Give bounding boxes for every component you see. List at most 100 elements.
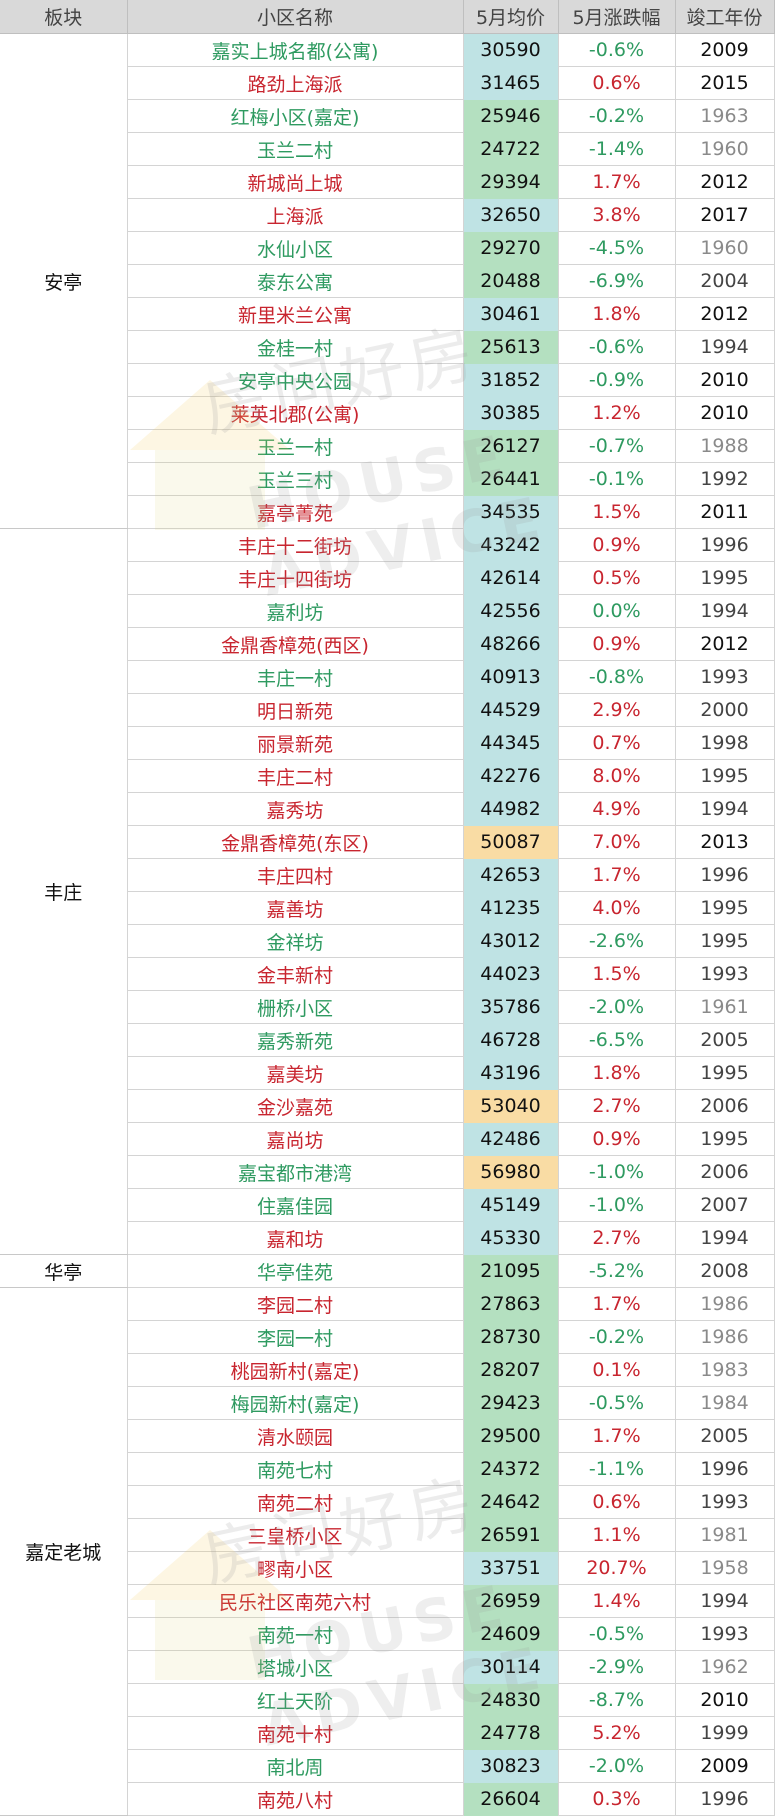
price-change: -2.0%: [558, 990, 676, 1024]
community-name: 嘉秀新苑: [127, 1023, 464, 1057]
completion-year: 2006: [675, 1089, 775, 1123]
completion-year: 1995: [675, 924, 775, 958]
watermark-house-icon: [130, 1530, 290, 1600]
completion-year: 2008: [675, 1254, 775, 1288]
table-row: 路劲上海派 31465 0.6% 2015: [0, 66, 775, 100]
table-row: 嘉定老城 李园二村 27863 1.7% 1986: [0, 1287, 775, 1816]
completion-year: 1988: [675, 429, 775, 463]
table-row: 莱英北郡(公寓) 30385 1.2% 2010: [0, 396, 775, 430]
completion-year: 2005: [675, 1023, 775, 1057]
price-change: -1.4%: [558, 132, 676, 166]
price-change: 0.7%: [558, 726, 676, 760]
avg-price: 31465: [463, 66, 559, 100]
price-change: 2.9%: [558, 693, 676, 727]
community-name: 玉兰三村: [127, 462, 464, 496]
completion-year: 2010: [675, 396, 775, 430]
completion-year: 1995: [675, 891, 775, 925]
table-row: 三皇桥小区 26591 1.1% 1981: [0, 1518, 775, 1552]
price-change: 2.7%: [558, 1221, 676, 1255]
community-name: 嘉尚坊: [127, 1122, 464, 1156]
avg-price: 24642: [463, 1485, 559, 1519]
community-name: 华亭佳苑: [127, 1254, 464, 1288]
price-change: 4.9%: [558, 792, 676, 826]
table-row: 南苑八村 26604 0.3% 1996: [0, 1782, 775, 1816]
avg-price: 29423: [463, 1386, 559, 1420]
table-row: 桃园新村(嘉定) 28207 0.1% 1983: [0, 1353, 775, 1387]
community-name: 丽景新苑: [127, 726, 464, 760]
completion-year: 2013: [675, 825, 775, 859]
table-row: 金祥坊 43012 -2.6% 1995: [0, 924, 775, 958]
community-name: 泰东公寓: [127, 264, 464, 298]
community-name: 南北周: [127, 1749, 464, 1783]
avg-price: 34535: [463, 495, 559, 529]
avg-price: 30461: [463, 297, 559, 331]
completion-year: 2009: [675, 1749, 775, 1783]
table-row: 疁南小区 33751 20.7% 1958: [0, 1551, 775, 1585]
table-row: 丽景新苑 44345 0.7% 1998: [0, 726, 775, 760]
table-row: 丰庄四村 42653 1.7% 1996: [0, 858, 775, 892]
table-row: 丰庄二村 42276 8.0% 1995: [0, 759, 775, 793]
table-row: 上海派 32650 3.8% 2017: [0, 198, 775, 232]
price-change: -0.8%: [558, 660, 676, 694]
avg-price: 24609: [463, 1617, 559, 1651]
community-name: 红梅小区(嘉定): [127, 99, 464, 133]
avg-price: 29394: [463, 165, 559, 199]
table-row: 金桂一村 25613 -0.6% 1994: [0, 330, 775, 364]
completion-year: 1995: [675, 759, 775, 793]
price-change: -4.5%: [558, 231, 676, 265]
header-completion-year: 竣工年份: [675, 0, 775, 34]
avg-price: 44529: [463, 693, 559, 727]
community-name: 红土天阶: [127, 1683, 464, 1717]
completion-year: 1995: [675, 561, 775, 595]
community-name: 新里米兰公寓: [127, 297, 464, 331]
price-change: -0.5%: [558, 1617, 676, 1651]
table-row: 嘉利坊 42556 0.0% 1994: [0, 594, 775, 628]
completion-year: 2009: [675, 33, 775, 67]
price-change: -6.9%: [558, 264, 676, 298]
community-name: 新城尚上城: [127, 165, 464, 199]
price-change: 1.7%: [558, 1419, 676, 1453]
completion-year: 1998: [675, 726, 775, 760]
price-change: 1.5%: [558, 495, 676, 529]
completion-year: 1983: [675, 1353, 775, 1387]
watermark-house-body-icon: [155, 1600, 265, 1680]
community-name: 玉兰一村: [127, 429, 464, 463]
completion-year: 1996: [675, 528, 775, 562]
avg-price: 24830: [463, 1683, 559, 1717]
price-change: -0.9%: [558, 363, 676, 397]
price-change: 4.0%: [558, 891, 676, 925]
completion-year: 1960: [675, 132, 775, 166]
table-row: 新里米兰公寓 30461 1.8% 2012: [0, 297, 775, 331]
avg-price: 43242: [463, 528, 559, 562]
community-name: 金丰新村: [127, 957, 464, 991]
price-change: 0.9%: [558, 1122, 676, 1156]
completion-year: 2012: [675, 297, 775, 331]
completion-year: 1993: [675, 957, 775, 991]
community-name: 李园二村: [127, 1287, 464, 1321]
avg-price: 56980: [463, 1155, 559, 1189]
price-change: -1.0%: [558, 1188, 676, 1222]
avg-price: 32650: [463, 198, 559, 232]
completion-year: 1994: [675, 330, 775, 364]
avg-price: 44345: [463, 726, 559, 760]
avg-price: 27863: [463, 1287, 559, 1321]
avg-price: 29270: [463, 231, 559, 265]
table-row: 丰庄一村 40913 -0.8% 1993: [0, 660, 775, 694]
price-change: 1.4%: [558, 1584, 676, 1618]
avg-price: 26959: [463, 1584, 559, 1618]
table-row: 丰庄 丰庄十二街坊 43242 0.9% 1996: [0, 528, 775, 1255]
header-price-change: 5月涨跌幅: [558, 0, 676, 34]
table-row: 住嘉佳园 45149 -1.0% 2007: [0, 1188, 775, 1222]
completion-year: 2007: [675, 1188, 775, 1222]
community-name: 嘉秀坊: [127, 792, 464, 826]
community-name: 嘉宝都市港湾: [127, 1155, 464, 1189]
price-change: 1.8%: [558, 297, 676, 331]
avg-price: 42614: [463, 561, 559, 595]
watermark-house-icon: [130, 380, 290, 450]
price-change: 0.3%: [558, 1782, 676, 1816]
community-name: 金鼎香樟苑(西区): [127, 627, 464, 661]
price-change: 0.0%: [558, 594, 676, 628]
completion-year: 1994: [675, 1221, 775, 1255]
avg-price: 21095: [463, 1254, 559, 1288]
table-row: 华亭 华亭佳苑 21095 -5.2% 2008: [0, 1254, 775, 1288]
